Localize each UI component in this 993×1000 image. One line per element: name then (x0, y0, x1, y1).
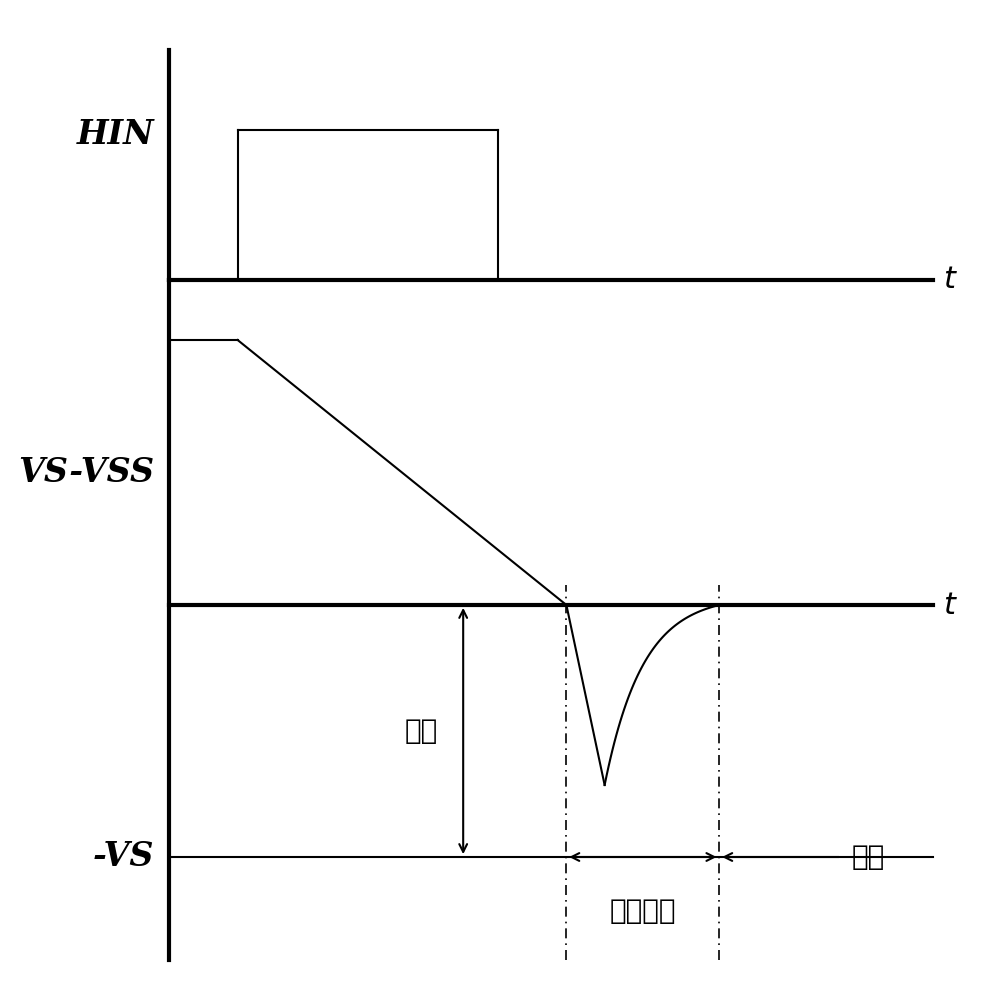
Text: 持续时间: 持续时间 (610, 897, 676, 925)
Text: 幅値: 幅値 (405, 717, 438, 745)
Text: VS-VSS: VS-VSS (18, 456, 154, 489)
Text: -VS: -VS (92, 840, 154, 874)
Text: t: t (943, 265, 955, 294)
Text: HIN: HIN (76, 118, 154, 151)
Text: t: t (943, 590, 955, 619)
Text: 续流: 续流 (852, 843, 885, 871)
